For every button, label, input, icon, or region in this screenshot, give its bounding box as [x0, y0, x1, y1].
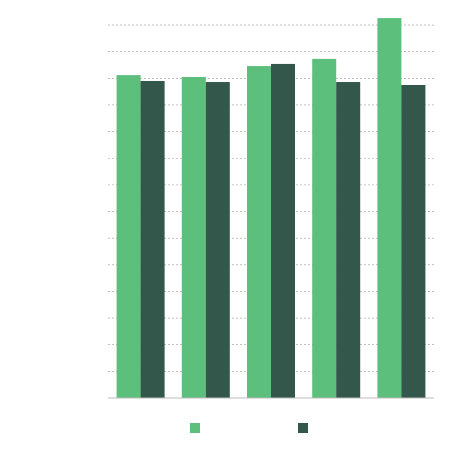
bar — [247, 66, 271, 398]
bar — [181, 76, 206, 398]
bar — [336, 82, 361, 399]
bar — [377, 18, 402, 399]
legend-swatch — [190, 423, 200, 433]
bar — [116, 75, 141, 398]
bar — [312, 58, 337, 398]
legend-swatch — [298, 423, 308, 433]
bar — [271, 63, 295, 399]
bar — [401, 84, 426, 398]
bar — [205, 82, 230, 399]
bar — [140, 80, 165, 398]
